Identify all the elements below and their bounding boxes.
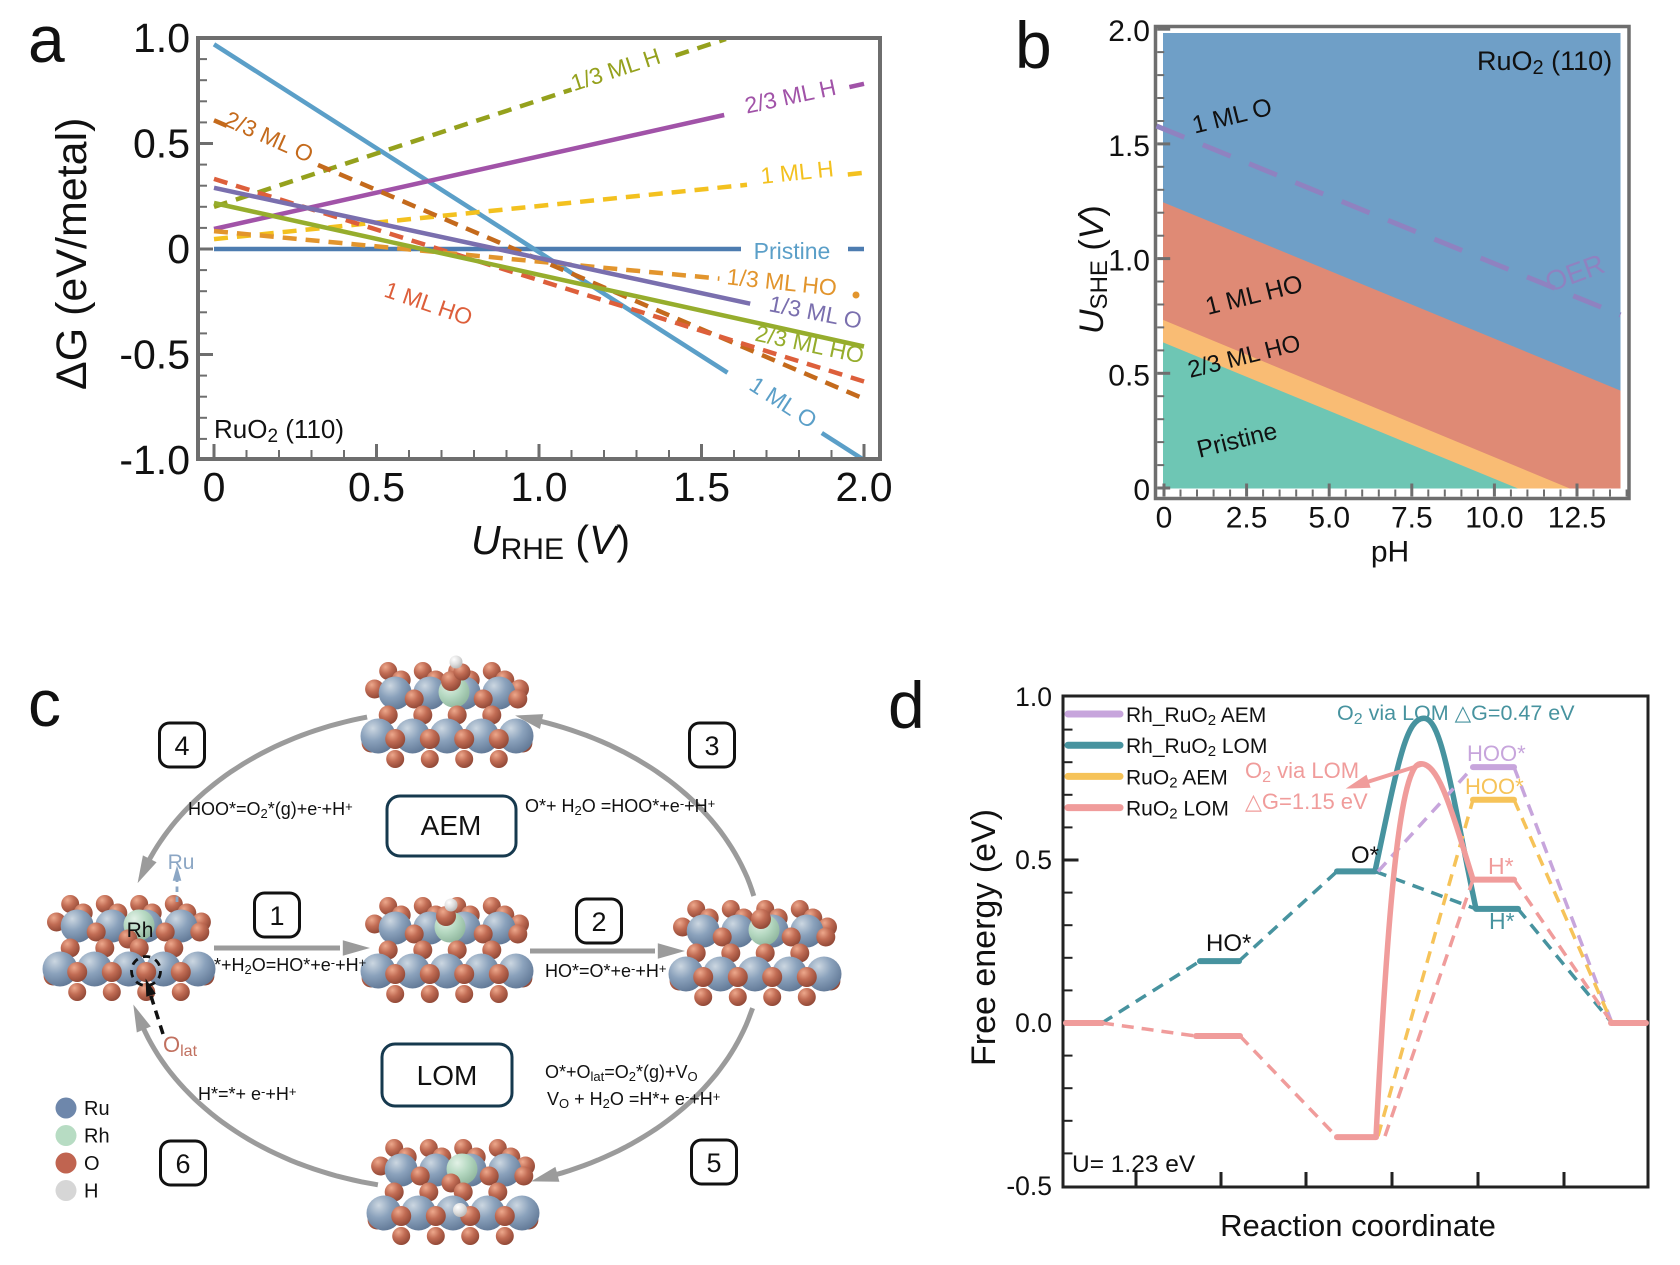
svg-text:O*: O* (1351, 842, 1379, 869)
svg-text:5.0: 5.0 (1308, 502, 1350, 535)
svg-text:12.5: 12.5 (1548, 502, 1606, 535)
svg-text:Rh: Rh (127, 919, 154, 942)
svg-text:1.0: 1.0 (133, 15, 190, 61)
svg-text:0.5: 0.5 (1108, 359, 1150, 392)
svg-text:RuO2 (110): RuO2 (110) (1477, 46, 1612, 79)
svg-text:HOO*=O2*(g)+e-+H+: HOO*=O2*(g)+e-+H+ (188, 799, 353, 821)
svg-text:0: 0 (167, 226, 190, 272)
svg-text:U= 1.23 eV: U= 1.23 eV (1072, 1151, 1196, 1178)
svg-text:H*=*+ e-+H+: H*=*+ e-+H+ (198, 1084, 297, 1104)
svg-text:Ru: Ru (84, 1098, 110, 1120)
svg-text:O2 via LOM △G=0.47 eV: O2 via LOM △G=0.47 eV (1337, 701, 1575, 728)
svg-text:Free energy (eV): Free energy (eV) (965, 809, 1003, 1066)
svg-text:7.5: 7.5 (1391, 502, 1433, 535)
svg-text:1.5: 1.5 (1108, 130, 1150, 163)
svg-text:Rh: Rh (84, 1126, 110, 1148)
svg-text:ΔG (eV/metal): ΔG (eV/metal) (48, 118, 96, 390)
svg-text:URHE (V): URHE (V) (471, 517, 630, 566)
svg-text:3: 3 (704, 731, 719, 761)
svg-text:0.5: 0.5 (348, 464, 405, 510)
svg-text:USHE (V): USHE (V) (1073, 205, 1113, 334)
svg-text:H*: H* (1489, 908, 1515, 934)
svg-text:2.0: 2.0 (836, 464, 893, 510)
svg-text:RuO2 LOM: RuO2 LOM (1126, 798, 1229, 823)
svg-text:pH: pH (1371, 536, 1409, 569)
svg-text:RuO2 (110): RuO2 (110) (214, 414, 344, 447)
svg-text:0: 0 (1133, 474, 1150, 507)
svg-text:AEM: AEM (421, 810, 482, 841)
svg-text:O2 via LOM: O2 via LOM (1245, 758, 1359, 786)
svg-text:d: d (888, 668, 925, 742)
svg-text:Ru: Ru (168, 851, 195, 874)
svg-text:VO + H2O =H*+ e-+H+: VO + H2O =H*+ e-+H+ (547, 1089, 720, 1111)
svg-text:1.0: 1.0 (511, 464, 568, 510)
svg-text:6: 6 (175, 1149, 190, 1179)
svg-text:2.5: 2.5 (1226, 502, 1268, 535)
svg-text:2.0: 2.0 (1108, 15, 1150, 48)
svg-text:HOO*: HOO* (1465, 774, 1524, 799)
svg-text:0.5: 0.5 (133, 121, 190, 167)
svg-text:1: 1 (269, 901, 284, 931)
svg-text:O: O (84, 1153, 100, 1175)
svg-text:0.5: 0.5 (1015, 845, 1052, 875)
svg-text:a: a (28, 2, 65, 76)
svg-text:RuO2 AEM: RuO2 AEM (1126, 766, 1228, 791)
svg-text:1.0: 1.0 (1108, 245, 1150, 278)
svg-text:Olat: Olat (163, 1032, 198, 1060)
svg-text:-0.5: -0.5 (119, 332, 190, 378)
svg-text:1.5: 1.5 (673, 464, 730, 510)
svg-text:-1.0: -1.0 (119, 437, 190, 483)
svg-text:Rh_RuO2 AEM: Rh_RuO2 AEM (1126, 704, 1266, 729)
svg-text:2: 2 (591, 907, 606, 937)
svg-text:b: b (1015, 8, 1052, 82)
svg-text:4: 4 (174, 731, 189, 761)
svg-text:H: H (84, 1181, 98, 1203)
svg-text:0: 0 (203, 464, 226, 510)
svg-text:10.0: 10.0 (1465, 502, 1523, 535)
svg-text:Reaction coordinate: Reaction coordinate (1220, 1208, 1496, 1243)
svg-text:△G=1.15 eV: △G=1.15 eV (1245, 789, 1368, 814)
svg-text:Rh_RuO2 LOM: Rh_RuO2 LOM (1126, 735, 1267, 760)
svg-text:HOO*: HOO* (1467, 741, 1526, 766)
svg-text:LOM: LOM (417, 1060, 478, 1091)
svg-text:c: c (28, 666, 61, 740)
svg-text:O*+ H2O =HOO*+e-+H+: O*+ H2O =HOO*+e-+H+ (525, 796, 715, 818)
svg-text:1.0: 1.0 (1015, 682, 1052, 712)
svg-text:0: 0 (1156, 502, 1173, 535)
svg-text:-0.5: -0.5 (1006, 1171, 1052, 1201)
svg-text:*+H2O=HO*+e-+H+: *+H2O=HO*+e-+H+ (214, 955, 366, 977)
svg-text:O*+Olat=O2*(g)+VO: O*+Olat=O2*(g)+VO (545, 1062, 698, 1084)
svg-text:Pristine: Pristine (754, 238, 831, 264)
svg-text:0.0: 0.0 (1015, 1008, 1052, 1038)
svg-text:5: 5 (706, 1148, 721, 1178)
svg-text:HO*: HO* (1206, 930, 1251, 957)
svg-text:HO*=O*+e-+H+: HO*=O*+e-+H+ (545, 961, 667, 981)
svg-text:H*: H* (1488, 853, 1514, 879)
